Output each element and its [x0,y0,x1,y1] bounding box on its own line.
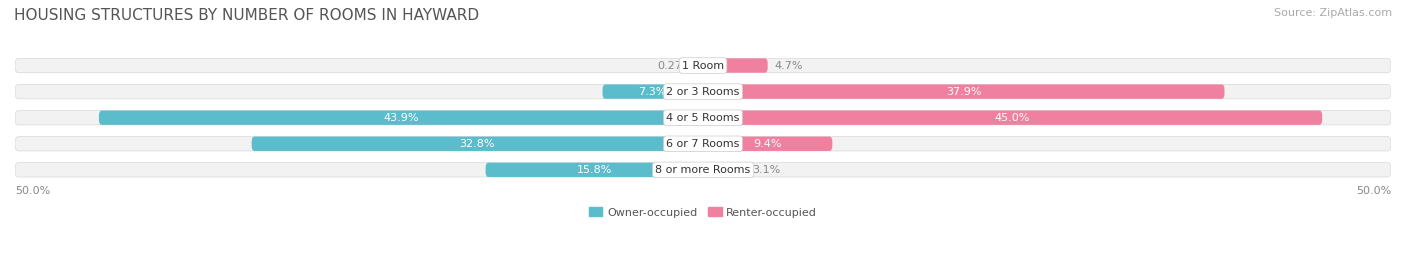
Text: Source: ZipAtlas.com: Source: ZipAtlas.com [1274,8,1392,18]
Text: 32.8%: 32.8% [460,139,495,149]
Text: 3.1%: 3.1% [752,165,780,175]
Text: 2 or 3 Rooms: 2 or 3 Rooms [666,87,740,97]
Text: 0.27%: 0.27% [657,61,692,70]
Text: 37.9%: 37.9% [946,87,981,97]
Text: HOUSING STRUCTURES BY NUMBER OF ROOMS IN HAYWARD: HOUSING STRUCTURES BY NUMBER OF ROOMS IN… [14,8,479,23]
FancyBboxPatch shape [699,58,703,73]
FancyBboxPatch shape [252,137,703,151]
Text: 45.0%: 45.0% [995,113,1031,123]
FancyBboxPatch shape [485,163,703,177]
FancyBboxPatch shape [603,84,703,99]
FancyBboxPatch shape [703,137,832,151]
Text: 4 or 5 Rooms: 4 or 5 Rooms [666,113,740,123]
Text: 50.0%: 50.0% [1355,186,1391,196]
Legend: Owner-occupied, Renter-occupied: Owner-occupied, Renter-occupied [585,203,821,222]
Text: 7.3%: 7.3% [638,87,666,97]
Text: 1 Room: 1 Room [682,61,724,70]
Text: 43.9%: 43.9% [384,113,419,123]
Text: 50.0%: 50.0% [15,186,51,196]
FancyBboxPatch shape [703,58,768,73]
FancyBboxPatch shape [15,84,1391,99]
Text: 9.4%: 9.4% [754,139,782,149]
FancyBboxPatch shape [703,163,745,177]
FancyBboxPatch shape [98,111,703,125]
FancyBboxPatch shape [15,137,1391,151]
Text: 4.7%: 4.7% [775,61,803,70]
FancyBboxPatch shape [703,84,1225,99]
FancyBboxPatch shape [703,111,1322,125]
FancyBboxPatch shape [15,111,1391,125]
FancyBboxPatch shape [15,58,1391,73]
Text: 8 or more Rooms: 8 or more Rooms [655,165,751,175]
FancyBboxPatch shape [15,163,1391,177]
Text: 6 or 7 Rooms: 6 or 7 Rooms [666,139,740,149]
Text: 15.8%: 15.8% [576,165,612,175]
